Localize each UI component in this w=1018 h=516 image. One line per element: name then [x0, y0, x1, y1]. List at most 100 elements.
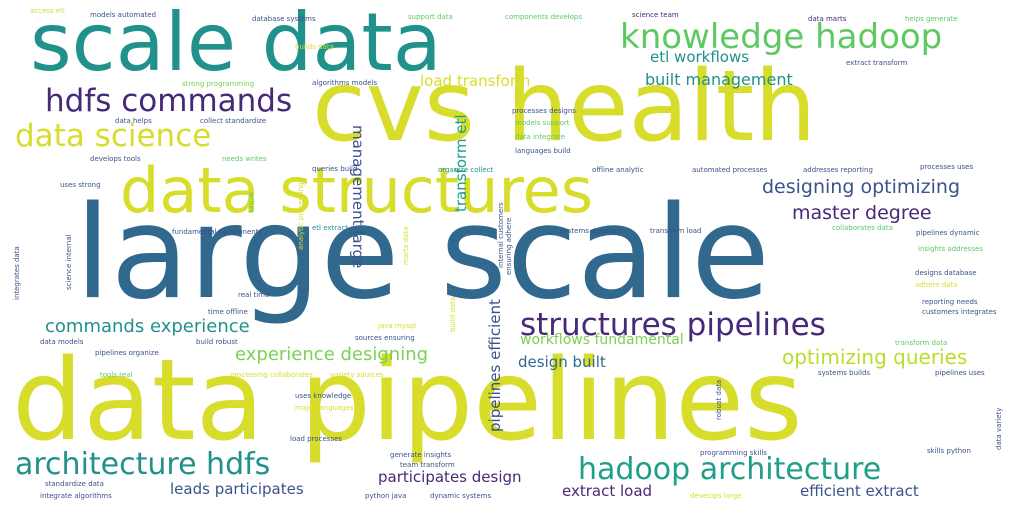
word: pipelines efficient	[486, 299, 504, 432]
word: science internal	[65, 234, 73, 290]
word: skills python	[927, 447, 971, 455]
word: tools real	[100, 371, 133, 379]
word: automated processes	[692, 166, 768, 174]
word: data structures	[120, 154, 594, 227]
word: designs database	[915, 269, 977, 277]
word: strong programming	[182, 80, 255, 88]
word: large scale	[75, 179, 770, 328]
word: scale data	[30, 0, 442, 89]
word: workflows fundamental	[520, 332, 684, 348]
word: database systems	[252, 15, 316, 23]
word: team transform	[400, 461, 455, 469]
word: reporting needs	[922, 298, 978, 306]
word: uses strong	[60, 181, 101, 189]
word: marts data	[402, 226, 410, 265]
word: time offline	[208, 308, 248, 316]
word: integrates data	[13, 246, 21, 300]
word: collect standardize	[200, 117, 267, 125]
word: standardize data	[45, 480, 104, 488]
word: pipelines uses	[935, 369, 985, 377]
word: queries build	[312, 165, 358, 173]
word: insights addresses	[918, 245, 983, 253]
word: develops large	[690, 492, 742, 500]
word: data helps	[115, 117, 152, 125]
word: leads participates	[170, 480, 304, 498]
word: uses knowledge	[295, 392, 352, 400]
word: processing collaborates	[230, 371, 313, 379]
word: fundamental components	[172, 228, 263, 236]
word: collaborates data	[832, 224, 893, 232]
word: efficient extract	[800, 482, 919, 500]
word: cvs health	[312, 50, 817, 164]
word: structures pipelines	[520, 307, 826, 343]
word: programming skills	[700, 449, 767, 457]
word: needs writes	[222, 155, 267, 163]
word: transform data	[895, 339, 948, 347]
word: management large	[349, 125, 367, 269]
word: sources ensuring	[355, 334, 415, 342]
word: load processes	[290, 435, 343, 443]
word: science team	[632, 11, 679, 19]
word: builds data	[295, 43, 334, 51]
word: customers integrates	[922, 308, 997, 316]
word: access etl	[30, 7, 65, 15]
word: major languages	[295, 404, 354, 412]
word: extract transform	[846, 59, 908, 67]
word: analytic processing	[297, 182, 305, 250]
word: data integrate	[515, 133, 566, 141]
word: addresses reporting	[803, 166, 873, 174]
word: ensuring adhere	[505, 217, 513, 275]
word: languages build	[515, 147, 571, 155]
word: knowledge hadoop	[620, 17, 943, 57]
word: data science	[15, 118, 212, 154]
word: load transform	[420, 72, 531, 90]
word: hadoop architecture	[578, 452, 882, 487]
word: build robust	[196, 338, 238, 346]
word: generate insights	[390, 451, 452, 459]
word: robust data	[715, 379, 723, 420]
word: master degree	[792, 202, 932, 224]
word: hdfs commands	[45, 83, 293, 119]
word: etl extract	[312, 224, 349, 232]
word: extract load	[562, 482, 653, 500]
word: integrate algorithms	[40, 492, 112, 500]
word: data marts	[808, 15, 847, 23]
word: commands experience	[45, 316, 250, 337]
word: design built	[518, 353, 606, 371]
word: dynamic systems	[430, 492, 492, 500]
word: models automated	[90, 11, 157, 19]
word: real time	[238, 291, 270, 299]
word: data pipelines	[12, 336, 803, 466]
word: systems develops	[560, 227, 623, 235]
word: data models	[40, 338, 84, 346]
word: experience designing	[235, 344, 429, 365]
word: built management	[645, 70, 793, 89]
word: variety sources	[330, 371, 384, 379]
word: models support	[515, 119, 570, 127]
word: helps generate	[905, 15, 958, 23]
word: pipelines organize	[95, 349, 159, 357]
word: develops tools	[90, 155, 141, 163]
word: python java	[365, 492, 407, 500]
word: participates design	[378, 468, 522, 486]
word: algorithms models	[312, 79, 378, 87]
word: internal customers	[497, 202, 505, 268]
word: java mysql	[378, 322, 416, 330]
word: build data	[449, 296, 457, 332]
word: transform load	[650, 227, 702, 235]
word: transform etl	[452, 114, 470, 212]
word: writes	[247, 192, 255, 214]
word: adhere data	[915, 281, 958, 289]
word: data variety	[995, 407, 1003, 450]
word: systems builds	[818, 369, 871, 377]
word: architecture hdfs	[15, 447, 271, 482]
word: organize collect	[438, 166, 494, 174]
word: components develops	[505, 13, 582, 21]
word: etl workflows	[650, 48, 750, 66]
word: support data	[408, 13, 453, 21]
word: optimizing queries	[782, 345, 968, 369]
word: processes uses	[920, 163, 974, 171]
word: designing optimizing	[762, 176, 961, 198]
word: pipelines dynamic	[916, 229, 980, 237]
